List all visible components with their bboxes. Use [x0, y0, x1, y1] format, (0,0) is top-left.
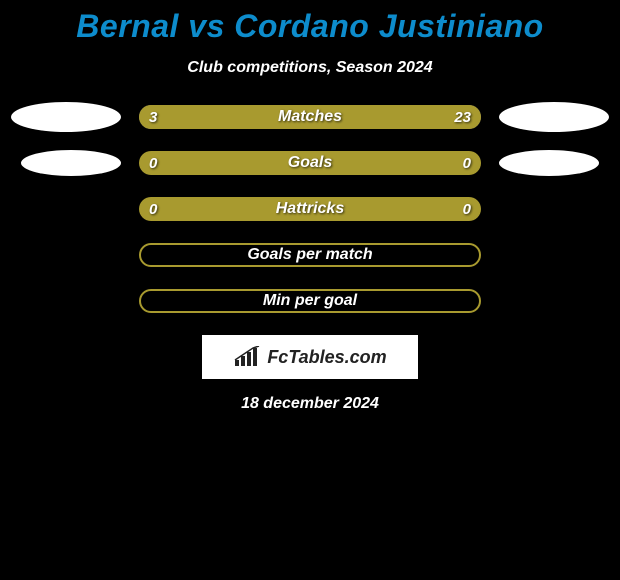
bar-goals-per-match: Goals per match [139, 243, 481, 267]
row-matches: 3 Matches 23 [0, 105, 620, 129]
hattricks-label: Hattricks [139, 197, 481, 221]
row-goals: 0 Goals 0 [0, 151, 620, 175]
comparison-infographic: Bernal vs Cordano Justiniano Club compet… [0, 0, 620, 413]
goals-label: Goals [139, 151, 481, 175]
player-right-marker [499, 150, 599, 176]
date-text: 18 december 2024 [0, 395, 620, 413]
row-goals-per-match: Goals per match [0, 243, 620, 267]
logo-text: FcTables.com [267, 347, 386, 368]
row-min-per-goal: Min per goal [0, 289, 620, 313]
bar-hattricks: 0 Hattricks 0 [139, 197, 481, 221]
bar-goals: 0 Goals 0 [139, 151, 481, 175]
logo: FcTables.com [233, 346, 386, 368]
player-left-marker [11, 102, 121, 132]
player-right-marker [499, 102, 609, 132]
player-left-marker [21, 150, 121, 176]
bar-min-per-goal: Min per goal [139, 289, 481, 313]
bar-matches: 3 Matches 23 [139, 105, 481, 129]
chart-bars-icon [233, 346, 261, 368]
page-title: Bernal vs Cordano Justiniano [0, 8, 620, 45]
row-hattricks: 0 Hattricks 0 [0, 197, 620, 221]
goals-right-value: 0 [463, 151, 471, 175]
goals-per-match-label: Goals per match [141, 245, 479, 265]
logo-box: FcTables.com [202, 335, 418, 379]
subtitle: Club competitions, Season 2024 [0, 59, 620, 77]
min-per-goal-label: Min per goal [141, 291, 479, 311]
hattricks-right-value: 0 [463, 197, 471, 221]
matches-right-value: 23 [454, 105, 471, 129]
matches-label: Matches [139, 105, 481, 129]
